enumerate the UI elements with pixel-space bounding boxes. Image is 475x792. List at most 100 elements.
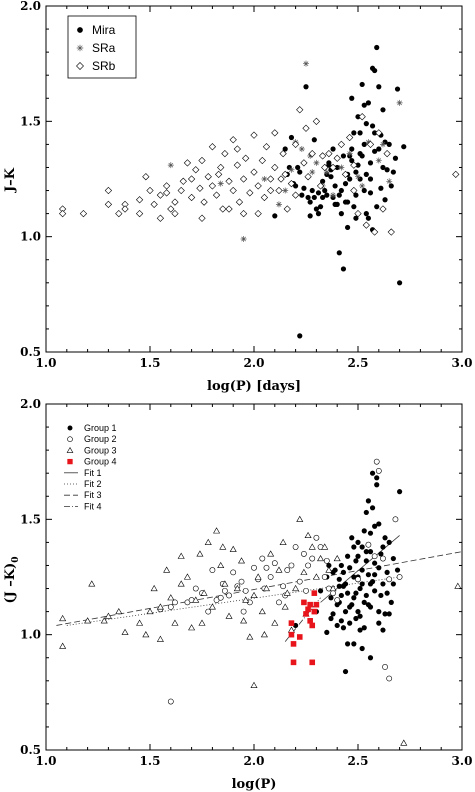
- point-group-1: [334, 622, 340, 629]
- point-group-2: [167, 698, 174, 705]
- point-mira: [282, 146, 288, 152]
- fit-line-fit-2: [66, 576, 400, 626]
- y-tick-label: 1.5: [20, 512, 41, 526]
- point-group-2: [313, 534, 320, 541]
- point-sra: [396, 99, 403, 106]
- y-tick-label: 0.5: [20, 345, 41, 359]
- point-group-3: [325, 566, 333, 573]
- legend-label-mira: Mira: [92, 23, 116, 37]
- point-group-1: [336, 576, 342, 582]
- point-group-1: [345, 590, 351, 596]
- point-group-1: [326, 562, 332, 569]
- point-srb: [59, 209, 67, 218]
- point-group-2: [396, 574, 403, 580]
- point-srb: [212, 191, 221, 199]
- point-srb: [246, 189, 254, 197]
- point-srb: [104, 200, 113, 208]
- point-group-1: [363, 558, 369, 564]
- y-axis-label-bottom: (J –K)0: [3, 556, 21, 603]
- point-group-4: [301, 599, 307, 606]
- point-mira: [380, 164, 386, 171]
- point-mira: [372, 148, 378, 154]
- point-srb: [121, 205, 129, 213]
- point-mira: [353, 215, 359, 221]
- point-group-2: [209, 567, 216, 573]
- point-group-1: [357, 585, 363, 592]
- point-group-3: [229, 545, 237, 552]
- point-group-1: [338, 562, 344, 569]
- point-mira: [355, 162, 361, 168]
- point-mira: [340, 153, 347, 159]
- point-group-2: [296, 578, 303, 585]
- point-mira: [315, 211, 322, 217]
- x-tick-label: 1.0: [36, 754, 57, 768]
- point-mira: [367, 190, 374, 196]
- point-srb: [300, 159, 308, 167]
- point-group-3: [242, 596, 250, 603]
- point-group-3: [100, 617, 108, 624]
- point-group-3: [121, 628, 129, 635]
- point-group-1: [357, 627, 363, 633]
- legend-marker-group-2: [67, 436, 73, 442]
- point-group-1: [359, 544, 365, 550]
- point-group-1: [397, 489, 403, 495]
- point-sra: [261, 176, 268, 182]
- point-srb: [275, 186, 283, 195]
- point-group-3: [198, 619, 206, 626]
- y-tick-label: 0.5: [20, 743, 41, 757]
- point-group-2: [380, 555, 386, 562]
- point-mira: [382, 197, 388, 203]
- point-mira: [311, 137, 317, 143]
- point-mira: [397, 280, 403, 286]
- point-group-2: [355, 576, 361, 583]
- point-srb: [146, 186, 154, 195]
- point-sra: [359, 182, 366, 189]
- point-group-2: [365, 541, 372, 548]
- point-group-2: [382, 664, 388, 670]
- point-group-1: [328, 595, 334, 601]
- point-mira: [336, 192, 342, 198]
- point-group-1: [386, 539, 392, 546]
- chart-bottom: 1.0 1.5 2.0 2.5 3.00.51.01.52.0 log(P) (J –K…: [3, 397, 472, 792]
- point-mira: [376, 84, 382, 90]
- point-srb: [198, 214, 206, 222]
- point-group-4: [311, 590, 318, 596]
- x-tick-label: 3.0: [452, 754, 473, 768]
- point-group-3: [167, 594, 175, 601]
- point-group-2: [301, 551, 307, 557]
- point-srb: [198, 156, 206, 165]
- point-group-3: [59, 642, 67, 649]
- point-srb: [196, 184, 204, 192]
- point-srb: [183, 159, 192, 167]
- point-group-2: [392, 516, 399, 523]
- point-srb: [239, 175, 248, 183]
- point-group-1: [394, 567, 401, 573]
- point-srb: [267, 186, 275, 195]
- point-group-1: [367, 530, 374, 536]
- point-group-2: [309, 555, 316, 562]
- point-mira: [297, 333, 303, 339]
- point-group-2: [373, 458, 380, 465]
- point-group-3: [281, 603, 289, 610]
- point-mira: [363, 121, 369, 127]
- point-srb: [179, 177, 187, 185]
- point-srb: [104, 186, 113, 195]
- y-tick-label: 1.0: [20, 230, 41, 244]
- point-group-1: [378, 551, 384, 557]
- point-group-1: [324, 629, 330, 635]
- legend-label-sra: SRa: [92, 41, 116, 55]
- point-group-1: [347, 604, 353, 610]
- point-mira: [324, 192, 330, 198]
- point-mira: [355, 114, 361, 120]
- point-group-1: [340, 625, 347, 631]
- point-group-3: [188, 624, 196, 631]
- point-group-3: [115, 607, 123, 615]
- point-group-2: [230, 569, 237, 576]
- point-group-1: [355, 553, 361, 559]
- point-mira: [351, 130, 357, 136]
- point-group-1: [351, 595, 357, 601]
- point-sra: [275, 201, 282, 208]
- point-mira: [326, 160, 332, 166]
- point-mira: [328, 174, 334, 180]
- point-mira: [374, 44, 380, 51]
